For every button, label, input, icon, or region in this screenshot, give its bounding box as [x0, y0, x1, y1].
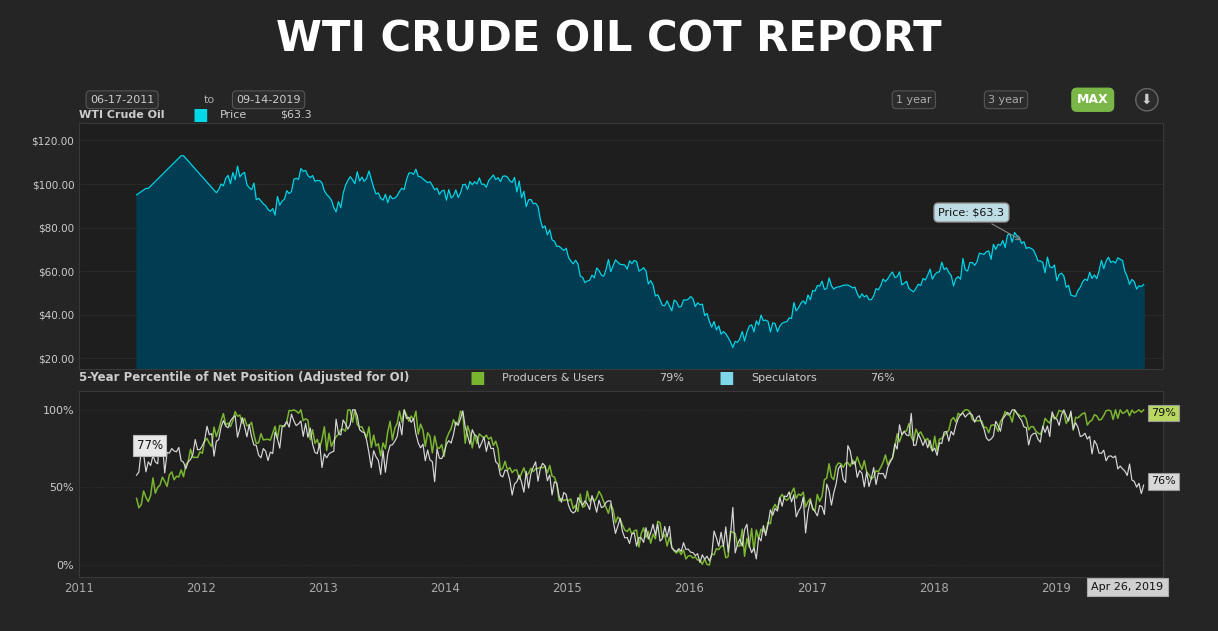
Text: 06-17-2011: 06-17-2011: [90, 95, 155, 105]
Text: $63.3: $63.3: [280, 110, 312, 120]
Text: ⬇: ⬇: [1141, 93, 1152, 107]
Text: MAX: MAX: [1077, 93, 1108, 106]
Text: 76%: 76%: [871, 373, 895, 383]
Text: 5-Year Percentile of Net Position (Adjusted for OI): 5-Year Percentile of Net Position (Adjus…: [79, 372, 409, 384]
Text: 76%: 76%: [1151, 476, 1175, 487]
Text: WTI Crude Oil: WTI Crude Oil: [79, 110, 164, 120]
Text: 77%: 77%: [136, 439, 163, 452]
Text: ■: ■: [719, 369, 734, 387]
Text: ■: ■: [469, 369, 485, 387]
Text: Price: $63.3: Price: $63.3: [939, 208, 1021, 240]
Text: Price: Price: [220, 110, 247, 120]
Text: Producers & Users: Producers & Users: [502, 373, 604, 383]
Text: to: to: [203, 95, 214, 105]
Text: WTI CRUDE OIL COT REPORT: WTI CRUDE OIL COT REPORT: [276, 18, 942, 61]
Text: ■: ■: [192, 106, 208, 124]
Text: Apr 26, 2019: Apr 26, 2019: [1091, 582, 1163, 592]
Text: 3 year: 3 year: [988, 95, 1024, 105]
Text: 79%: 79%: [1151, 408, 1175, 418]
Text: 09-14-2019: 09-14-2019: [236, 95, 301, 105]
Text: 79%: 79%: [659, 373, 685, 383]
Text: Speculators: Speculators: [752, 373, 817, 383]
Text: 1 year: 1 year: [896, 95, 932, 105]
